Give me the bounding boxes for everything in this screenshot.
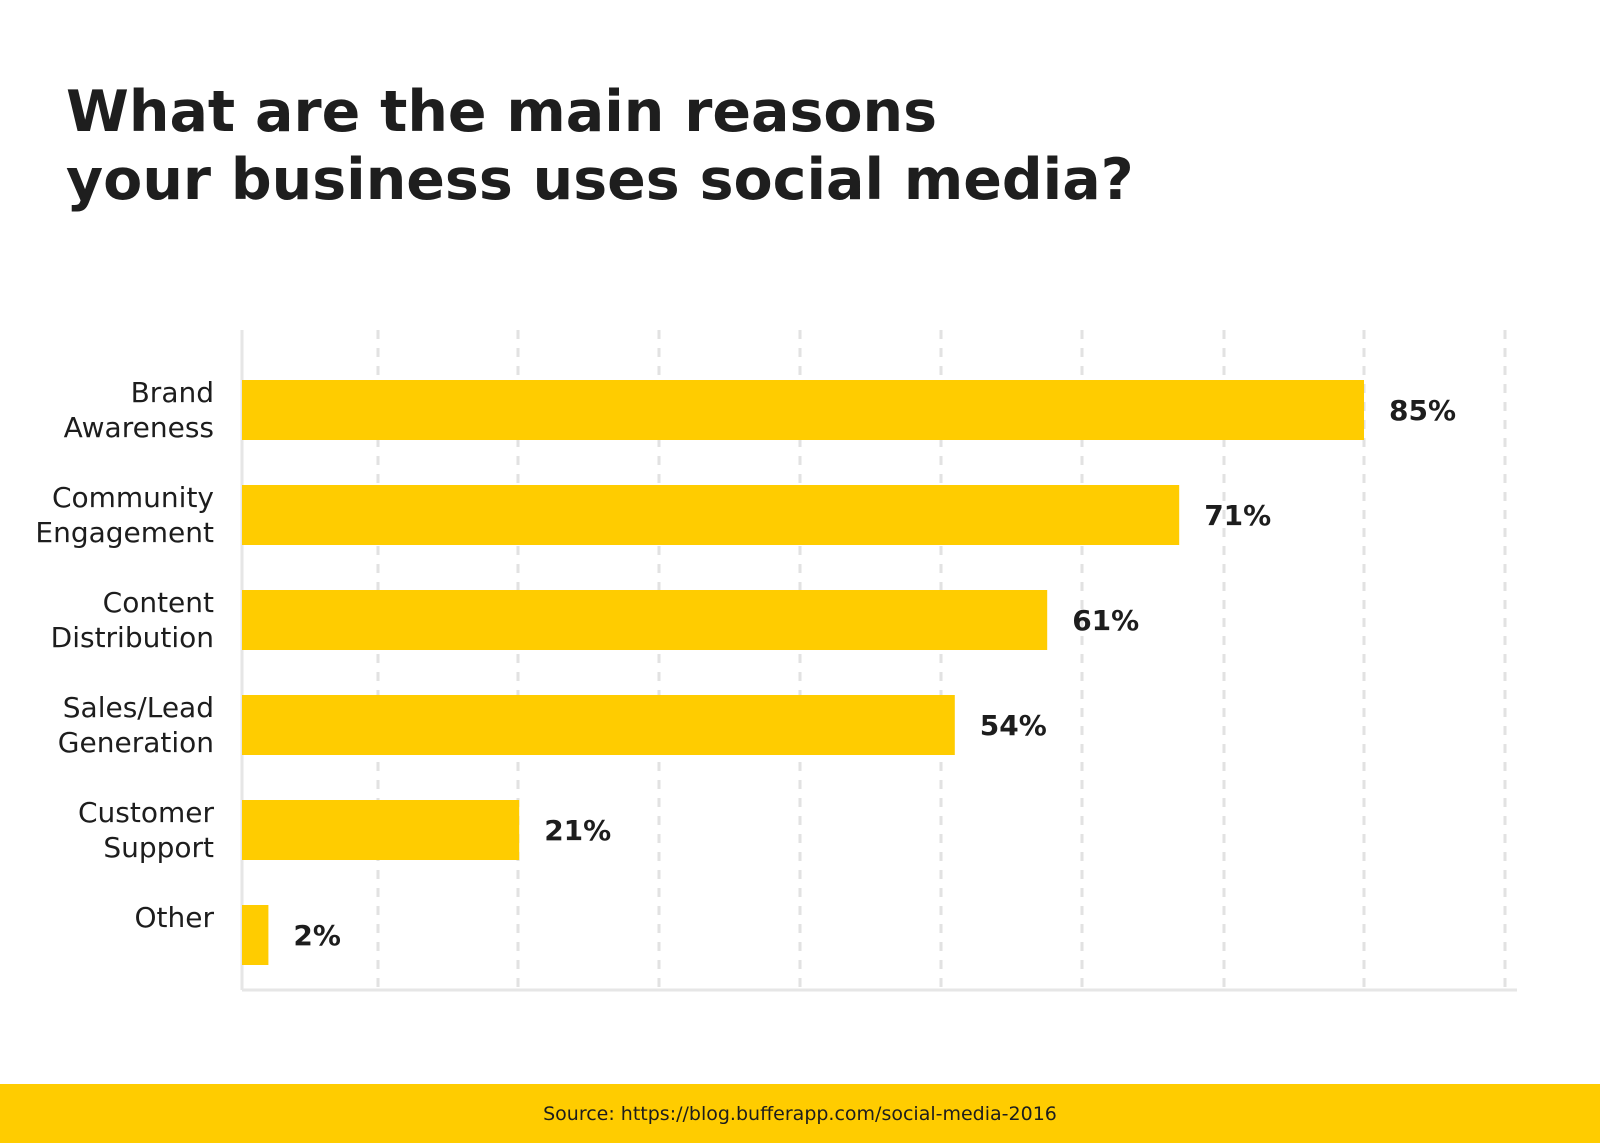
bar: [242, 590, 1048, 650]
title-line-1: What are the main reasons: [66, 79, 938, 145]
bar: [242, 380, 1364, 440]
bar: [242, 485, 1180, 545]
category-label: Distribution: [51, 621, 214, 654]
value-label: 71%: [1204, 499, 1271, 532]
value-label: 54%: [980, 709, 1047, 742]
value-label: 21%: [544, 814, 611, 847]
category-label: Content: [103, 586, 214, 619]
value-label: 2%: [293, 919, 341, 952]
category-label: Other: [134, 901, 214, 934]
bar: [242, 695, 955, 755]
category-label: Awareness: [64, 411, 214, 444]
title-line-2: your business uses social media?: [66, 147, 1134, 213]
category-label: Sales/Lead: [63, 691, 214, 724]
category-label: Customer: [78, 796, 214, 829]
category-label: Generation: [58, 726, 214, 759]
source-footer: Source: https://blog.bufferapp.com/socia…: [0, 1084, 1600, 1143]
value-label: 85%: [1389, 394, 1456, 427]
bar: [242, 800, 520, 860]
category-label: Brand: [131, 376, 214, 409]
bar: [242, 905, 269, 965]
category-label: Support: [103, 831, 214, 864]
category-label: Engagement: [35, 516, 214, 549]
chart-title: What are the main reasons your business …: [66, 78, 1134, 214]
value-label: 61%: [1072, 604, 1139, 637]
source-text: Source: https://blog.bufferapp.com/socia…: [543, 1102, 1057, 1125]
category-label: Community: [52, 481, 214, 514]
